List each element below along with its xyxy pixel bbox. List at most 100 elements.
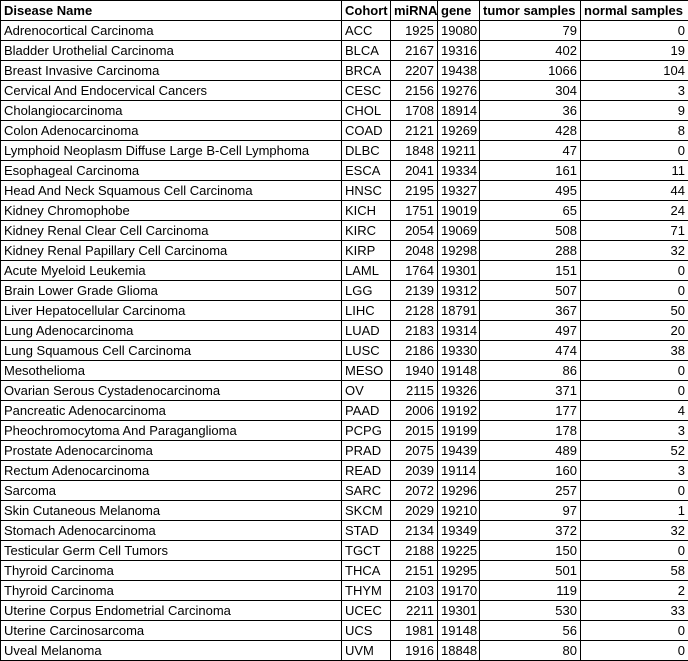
cell-mirna[interactable]: 2006 [391, 401, 438, 421]
cell-mirna[interactable]: 2211 [391, 601, 438, 621]
cell-cohort[interactable]: UCEC [342, 601, 391, 621]
cell-normal-samples[interactable]: 0 [581, 641, 688, 661]
cell-normal-samples[interactable]: 0 [581, 261, 688, 281]
cell-cohort[interactable]: BRCA [342, 61, 391, 81]
cell-mirna[interactable]: 2048 [391, 241, 438, 261]
cell-mirna[interactable]: 2156 [391, 81, 438, 101]
cell-normal-samples[interactable]: 50 [581, 301, 688, 321]
cell-disease-name[interactable]: Prostate Adenocarcinoma [1, 441, 342, 461]
cell-disease-name[interactable]: Head And Neck Squamous Cell Carcinoma [1, 181, 342, 201]
cell-disease-name[interactable]: Adrenocortical Carcinoma [1, 21, 342, 41]
cell-cohort[interactable]: THYM [342, 581, 391, 601]
cell-tumor-samples[interactable]: 119 [480, 581, 581, 601]
cell-cohort[interactable]: ESCA [342, 161, 391, 181]
column-header-tumor-samples[interactable]: tumor samples [480, 1, 581, 21]
cell-tumor-samples[interactable]: 161 [480, 161, 581, 181]
cell-gene[interactable]: 19334 [438, 161, 480, 181]
cell-disease-name[interactable]: Lung Squamous Cell Carcinoma [1, 341, 342, 361]
cell-gene[interactable]: 19069 [438, 221, 480, 241]
cell-tumor-samples[interactable]: 372 [480, 521, 581, 541]
cell-tumor-samples[interactable]: 79 [480, 21, 581, 41]
cell-gene[interactable]: 19210 [438, 501, 480, 521]
cell-mirna[interactable]: 1940 [391, 361, 438, 381]
cell-mirna[interactable]: 1848 [391, 141, 438, 161]
cell-gene[interactable]: 19439 [438, 441, 480, 461]
cell-tumor-samples[interactable]: 160 [480, 461, 581, 481]
cell-cohort[interactable]: SARC [342, 481, 391, 501]
cell-cohort[interactable]: HNSC [342, 181, 391, 201]
cell-mirna[interactable]: 2039 [391, 461, 438, 481]
cell-normal-samples[interactable]: 0 [581, 481, 688, 501]
cell-mirna[interactable]: 2072 [391, 481, 438, 501]
cell-mirna[interactable]: 1925 [391, 21, 438, 41]
cell-gene[interactable]: 19170 [438, 581, 480, 601]
cell-normal-samples[interactable]: 3 [581, 81, 688, 101]
cell-tumor-samples[interactable]: 80 [480, 641, 581, 661]
cell-tumor-samples[interactable]: 501 [480, 561, 581, 581]
cell-disease-name[interactable]: Pancreatic Adenocarcinoma [1, 401, 342, 421]
cell-tumor-samples[interactable]: 151 [480, 261, 581, 281]
cell-disease-name[interactable]: Acute Myeloid Leukemia [1, 261, 342, 281]
cell-tumor-samples[interactable]: 65 [480, 201, 581, 221]
cell-normal-samples[interactable]: 24 [581, 201, 688, 221]
cell-gene[interactable]: 19326 [438, 381, 480, 401]
cell-cohort[interactable]: PAAD [342, 401, 391, 421]
cell-gene[interactable]: 19438 [438, 61, 480, 81]
cell-mirna[interactable]: 2128 [391, 301, 438, 321]
cell-cohort[interactable]: OV [342, 381, 391, 401]
cell-gene[interactable]: 18791 [438, 301, 480, 321]
cell-normal-samples[interactable]: 33 [581, 601, 688, 621]
cell-normal-samples[interactable]: 52 [581, 441, 688, 461]
cell-tumor-samples[interactable]: 474 [480, 341, 581, 361]
cell-gene[interactable]: 19192 [438, 401, 480, 421]
cell-normal-samples[interactable]: 32 [581, 241, 688, 261]
column-header-mirna[interactable]: miRNA [391, 1, 438, 21]
cell-mirna[interactable]: 2041 [391, 161, 438, 181]
column-header-normal-samples[interactable]: normal samples [581, 1, 688, 21]
cell-tumor-samples[interactable]: 371 [480, 381, 581, 401]
cell-mirna[interactable]: 1708 [391, 101, 438, 121]
cell-mirna[interactable]: 1764 [391, 261, 438, 281]
cell-cohort[interactable]: UVM [342, 641, 391, 661]
cell-normal-samples[interactable]: 0 [581, 621, 688, 641]
cell-disease-name[interactable]: Brain Lower Grade Glioma [1, 281, 342, 301]
cell-cohort[interactable]: DLBC [342, 141, 391, 161]
cell-cohort[interactable]: KIRC [342, 221, 391, 241]
cell-tumor-samples[interactable]: 508 [480, 221, 581, 241]
cell-mirna[interactable]: 2188 [391, 541, 438, 561]
cell-mirna[interactable]: 2151 [391, 561, 438, 581]
cell-tumor-samples[interactable]: 150 [480, 541, 581, 561]
cell-cohort[interactable]: LGG [342, 281, 391, 301]
cell-normal-samples[interactable]: 32 [581, 521, 688, 541]
cell-gene[interactable]: 19211 [438, 141, 480, 161]
cell-gene[interactable]: 19312 [438, 281, 480, 301]
cell-gene[interactable]: 19349 [438, 521, 480, 541]
cell-disease-name[interactable]: Thyroid Carcinoma [1, 561, 342, 581]
cell-tumor-samples[interactable]: 36 [480, 101, 581, 121]
cell-disease-name[interactable]: Breast Invasive Carcinoma [1, 61, 342, 81]
cell-disease-name[interactable]: Rectum Adenocarcinoma [1, 461, 342, 481]
cell-gene[interactable]: 19298 [438, 241, 480, 261]
cell-tumor-samples[interactable]: 97 [480, 501, 581, 521]
cell-normal-samples[interactable]: 44 [581, 181, 688, 201]
cell-normal-samples[interactable]: 4 [581, 401, 688, 421]
cell-gene[interactable]: 19148 [438, 621, 480, 641]
cell-normal-samples[interactable]: 104 [581, 61, 688, 81]
cell-disease-name[interactable]: Lung Adenocarcinoma [1, 321, 342, 341]
cell-gene[interactable]: 19019 [438, 201, 480, 221]
cell-gene[interactable]: 19276 [438, 81, 480, 101]
column-header-cohort[interactable]: Cohort [342, 1, 391, 21]
cell-cohort[interactable]: TGCT [342, 541, 391, 561]
cell-mirna[interactable]: 2054 [391, 221, 438, 241]
cell-mirna[interactable]: 2075 [391, 441, 438, 461]
cell-mirna[interactable]: 2015 [391, 421, 438, 441]
cell-tumor-samples[interactable]: 86 [480, 361, 581, 381]
cell-normal-samples[interactable]: 58 [581, 561, 688, 581]
cell-normal-samples[interactable]: 9 [581, 101, 688, 121]
cell-cohort[interactable]: KIRP [342, 241, 391, 261]
cell-tumor-samples[interactable]: 257 [480, 481, 581, 501]
cell-tumor-samples[interactable]: 497 [480, 321, 581, 341]
cell-tumor-samples[interactable]: 428 [480, 121, 581, 141]
cell-disease-name[interactable]: Skin Cutaneous Melanoma [1, 501, 342, 521]
cell-disease-name[interactable]: Lymphoid Neoplasm Diffuse Large B-Cell L… [1, 141, 342, 161]
